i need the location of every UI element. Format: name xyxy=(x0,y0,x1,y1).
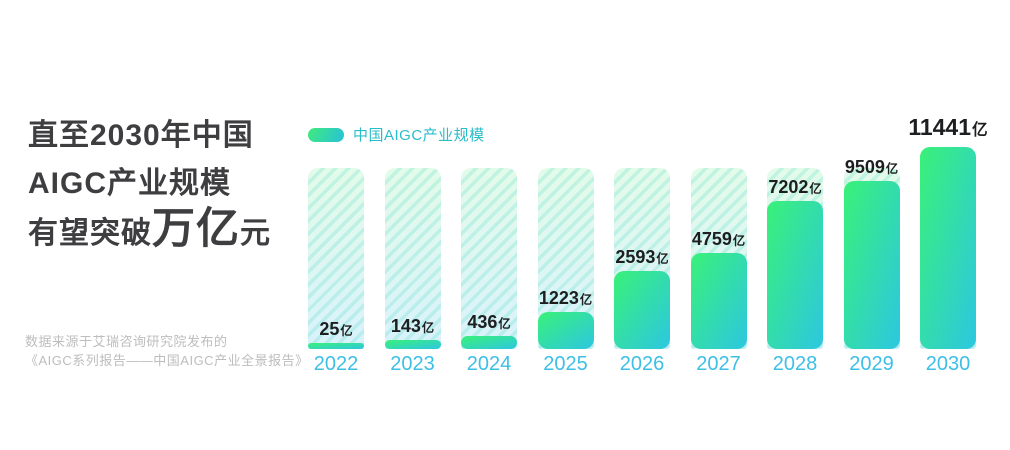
x-axis-label: 2028 xyxy=(772,353,818,375)
bar-fill xyxy=(614,271,670,349)
bar-value-unit: 亿 xyxy=(885,162,899,176)
x-axis-label: 2029 xyxy=(849,353,894,375)
headline-line-1: 直至2030年中国 xyxy=(28,119,254,152)
bar-value-unit: 亿 xyxy=(972,122,988,139)
x-axis-label: 2024 xyxy=(466,353,512,375)
bar-column: 9509亿 2029 xyxy=(843,110,900,374)
x-axis-label: 2025 xyxy=(543,353,588,375)
bar-value-label: 436亿 xyxy=(433,313,545,331)
bar-value-unit: 亿 xyxy=(340,324,353,338)
x-axis-label: 2027 xyxy=(696,353,741,375)
bar-value-number: 2593 xyxy=(615,247,656,267)
x-axis-label: 2022 xyxy=(313,353,359,375)
bar-value-label: 1223亿 xyxy=(510,289,622,307)
bar-fill xyxy=(308,343,364,349)
bar-value-number: 9509 xyxy=(844,157,885,177)
bar-hatch-background xyxy=(384,168,441,349)
bar-value-label: 143亿 xyxy=(357,317,469,335)
legend-label: 中国AIGC产业规模 xyxy=(353,127,485,144)
legend-swatch-icon xyxy=(308,127,344,142)
page-title: 直至2030年中国 AIGC产业规模 有望突破万亿元 xyxy=(28,112,271,258)
bar-hatch-background xyxy=(308,168,364,349)
headline-highlight: 万亿 xyxy=(152,205,240,253)
headline-line-2: AIGC产业规模 xyxy=(28,167,231,200)
bar-column: 1223亿 2025 xyxy=(537,110,594,374)
bar-value-number: 4759 xyxy=(691,229,732,249)
bar-fill xyxy=(920,147,976,349)
bar-value-unit: 亿 xyxy=(732,234,746,248)
bar-fill xyxy=(690,253,747,349)
bar-column: 7202亿 2028 xyxy=(767,110,823,374)
bar-value-number: 25 xyxy=(319,319,340,339)
x-axis-label: 2030 xyxy=(925,353,971,375)
headline-line-3-prefix: 有望突破 xyxy=(28,217,152,250)
bar-value-unit: 亿 xyxy=(656,252,669,266)
bar-value-number: 7202 xyxy=(768,177,809,197)
bar-fill xyxy=(767,201,823,349)
bar-value-label: 4759亿 xyxy=(663,230,775,248)
bar-value-label: 7202亿 xyxy=(739,178,851,196)
headline-line-3: 有望突破万亿元 xyxy=(28,208,271,258)
bar-value-label: 2593亿 xyxy=(586,248,698,266)
chart-legend: 中国AIGC产业规模 xyxy=(308,124,485,145)
bar-hatch-background xyxy=(461,168,517,349)
bar-value-unit: 亿 xyxy=(809,182,822,196)
bar-fill xyxy=(384,340,441,349)
bar-value-number: 1223 xyxy=(538,288,579,308)
bar-column: 143亿 2023 xyxy=(384,110,441,374)
bar-column: 25亿 2022 xyxy=(308,110,364,374)
bar-value-label: 25亿 xyxy=(280,320,392,338)
bar-column: 4759亿 2027 xyxy=(690,110,747,374)
source-line-1: 数据来源于艾瑞咨询研究院发布的 xyxy=(25,334,228,349)
bar-value-unit: 亿 xyxy=(421,321,435,335)
data-source-note: 数据来源于艾瑞咨询研究院发布的 《AIGC系列报告——中国AIGC产业全景报告》 xyxy=(25,333,309,370)
bar-fill xyxy=(843,181,900,349)
bar-value-label: 11441亿 xyxy=(892,116,1004,139)
bar-value-unit: 亿 xyxy=(498,317,511,331)
bar-fill xyxy=(537,312,594,349)
bar-chart: 25亿 2022 143亿 2023 436亿 2024 1223亿 2025 2593亿 202… xyxy=(308,110,988,375)
bar-value-label: 9509亿 xyxy=(816,158,928,176)
bar-value-number: 143 xyxy=(390,316,421,336)
x-axis-label: 2026 xyxy=(619,353,665,375)
bar-value-number: 436 xyxy=(467,312,498,332)
bar-fill xyxy=(461,336,517,349)
bar-value-number: 11441 xyxy=(908,114,972,140)
bar-column: 2593亿 2026 xyxy=(614,110,670,374)
bar-column: 11441亿 2030 xyxy=(908,110,987,375)
source-line-2: 《AIGC系列报告——中国AIGC产业全景报告》 xyxy=(25,352,309,368)
headline-line-3-suffix: 元 xyxy=(240,217,271,250)
x-axis-label: 2023 xyxy=(390,353,435,375)
bar-column: 436亿 2024 xyxy=(461,110,517,374)
bar-value-unit: 亿 xyxy=(579,293,593,307)
